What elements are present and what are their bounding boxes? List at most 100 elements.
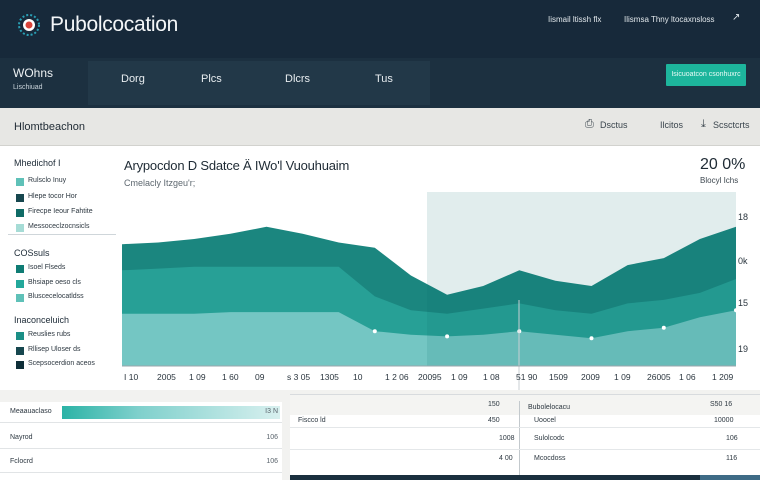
x-tick-label: 26005	[647, 372, 671, 382]
x-tick-label: 10	[353, 372, 363, 382]
download-icon[interactable]: ⤓	[701, 118, 706, 130]
chart-title: Arypocdon D Sdatce Ä IWo'l Vuouhuaim	[124, 158, 350, 173]
data-point[interactable]	[445, 334, 450, 339]
x-tick-label: I 10	[124, 372, 139, 382]
calendar-icon[interactable]: ⎙	[585, 118, 594, 130]
row-label: Nayrod	[10, 434, 33, 441]
top-link-account[interactable]: Iismail ltissh flx	[548, 15, 602, 24]
data-point[interactable]	[734, 308, 738, 313]
nav-bar: WOhns Lischiuad Dorg Plcs Dlcrs Tus Isic…	[0, 58, 760, 108]
details-value: 4 00	[499, 455, 513, 462]
legend-swatch	[16, 280, 24, 288]
x-tick-label: 1 09	[189, 372, 206, 382]
x-tick-label: 1 209	[712, 372, 734, 382]
y-tick-label: 15	[738, 298, 749, 308]
table-row[interactable]: Fclocrd 106	[0, 452, 282, 473]
details-value: 106	[726, 435, 738, 442]
legend-divider	[8, 234, 116, 235]
legend-swatch	[16, 209, 24, 217]
details-label: Fiscco ld	[298, 417, 326, 424]
legend-group-heading: COSsuls	[14, 248, 50, 258]
footer-bar-accent	[700, 475, 760, 480]
workspace-switcher[interactable]: WOhns Lischiuad	[0, 58, 88, 108]
details-heading-value: S50 16	[710, 401, 733, 408]
row-value: I3 N	[265, 408, 278, 415]
legend-label: Reuslies rubs	[28, 331, 71, 338]
data-point[interactable]	[589, 336, 594, 341]
row-divider	[290, 449, 760, 450]
x-tick-label: 1 08	[483, 372, 500, 382]
x-tick-label: 1 2 06	[385, 372, 409, 382]
legend-group-heading: Mhedichof I	[14, 158, 61, 168]
tab-dorg[interactable]: Dorg	[121, 73, 145, 85]
legend-label: Firecpe Ieour Fahtite	[28, 208, 93, 215]
metrics-table: Meaauaclaso I3 N Nayrod 106 Fclocrd 106	[0, 402, 282, 480]
y-tick-label: 19	[738, 344, 749, 354]
brand-name: Pubolcocation	[50, 13, 179, 36]
legend-label: Bluscecelocatldss	[28, 293, 84, 300]
legend-label: Messoceclzocnsicls	[28, 223, 90, 230]
details-value: 150	[488, 401, 500, 408]
row-label: Meaauaclaso	[10, 408, 52, 415]
details-label: Mcocdoss	[534, 455, 566, 462]
details-value: 1008	[499, 435, 515, 442]
legend-label: Scepsocerdion aceos	[28, 360, 95, 367]
table-row[interactable]: Nayrod 106	[0, 428, 282, 449]
legend-swatch	[16, 224, 24, 232]
tab-dlcrs[interactable]: Dlcrs	[285, 73, 311, 85]
legend-swatch	[16, 361, 24, 369]
highlight-region	[427, 192, 736, 366]
row-value: 106	[266, 434, 278, 441]
footer-bar	[290, 475, 700, 480]
tab-plcs[interactable]: Plcs	[201, 73, 222, 85]
top-link-settings[interactable]: Ilismsa Thny ltocaxnsloss	[624, 15, 715, 24]
workspace-title: WOhns	[13, 66, 54, 80]
x-tick-label: 2005	[157, 372, 176, 382]
row-divider	[290, 427, 760, 428]
sub-link-1[interactable]: Dsctus	[600, 120, 628, 130]
details-value: 450	[488, 417, 500, 424]
arrow-icon[interactable]: ↗	[732, 12, 741, 23]
kpi-label: Blocyl Ichs	[700, 176, 739, 185]
x-tick-label: 1 09	[451, 372, 468, 382]
kpi-value: 20 0%	[700, 156, 746, 173]
legend-label: Rulsclo Inuy	[28, 177, 67, 184]
details-panel: Fiscco ld 150 450 1008 4 00 Bubolelocacu…	[290, 394, 760, 480]
tab-tus[interactable]: Tus	[375, 73, 393, 85]
legend-swatch	[16, 294, 24, 302]
area-series-3[interactable]	[122, 310, 736, 366]
data-point[interactable]	[661, 325, 666, 330]
x-tick-label: 1 06	[679, 372, 696, 382]
x-tick-label: 51 90	[516, 372, 538, 382]
y-tick-label: 0k	[738, 256, 748, 266]
legend-swatch	[16, 332, 24, 340]
nav-tabs: Dorg Plcs Dlcrs Tus	[88, 61, 430, 105]
data-point[interactable]	[372, 329, 377, 334]
legend-sidebar: Mhedichof I Rulsclo Inuy Hlepe tocor Hor…	[0, 146, 116, 372]
x-tick-label: 1 09	[614, 372, 631, 382]
page-title: Hlomtbeachon	[14, 121, 85, 133]
details-label: Uoocel	[534, 417, 556, 424]
legend-swatch	[16, 265, 24, 273]
details-heading: Bubolelocacu	[528, 404, 571, 411]
details-label: Sulolcodc	[534, 435, 565, 442]
y-tick-label: 18	[738, 212, 749, 222]
legend-group-heading: Inaconceluich	[14, 315, 70, 325]
legend-swatch	[16, 178, 24, 186]
details-value: 10000	[714, 417, 734, 424]
workspace-subtitle: Lischiuad	[13, 84, 43, 91]
row-value: 106	[266, 458, 278, 465]
x-tick-label: 09	[255, 372, 265, 382]
sub-link-2[interactable]: Ilcitos	[660, 120, 684, 130]
x-tick-label: 1305	[320, 372, 339, 382]
primary-action-button[interactable]: Isicuoatcon csonhuxrc	[666, 64, 746, 86]
legend-label: Bhsiape oeso cls	[28, 279, 81, 286]
legend-label: Rllisep Uloser ds	[28, 346, 81, 353]
x-tick-label: 1 60	[222, 372, 239, 382]
legend-label: Hlepe tocor Hor	[28, 193, 78, 200]
sub-link-3[interactable]: Scsctcrts	[713, 120, 750, 130]
progress-bar	[62, 406, 280, 419]
table-row[interactable]: Meaauaclaso I3 N	[0, 402, 282, 423]
